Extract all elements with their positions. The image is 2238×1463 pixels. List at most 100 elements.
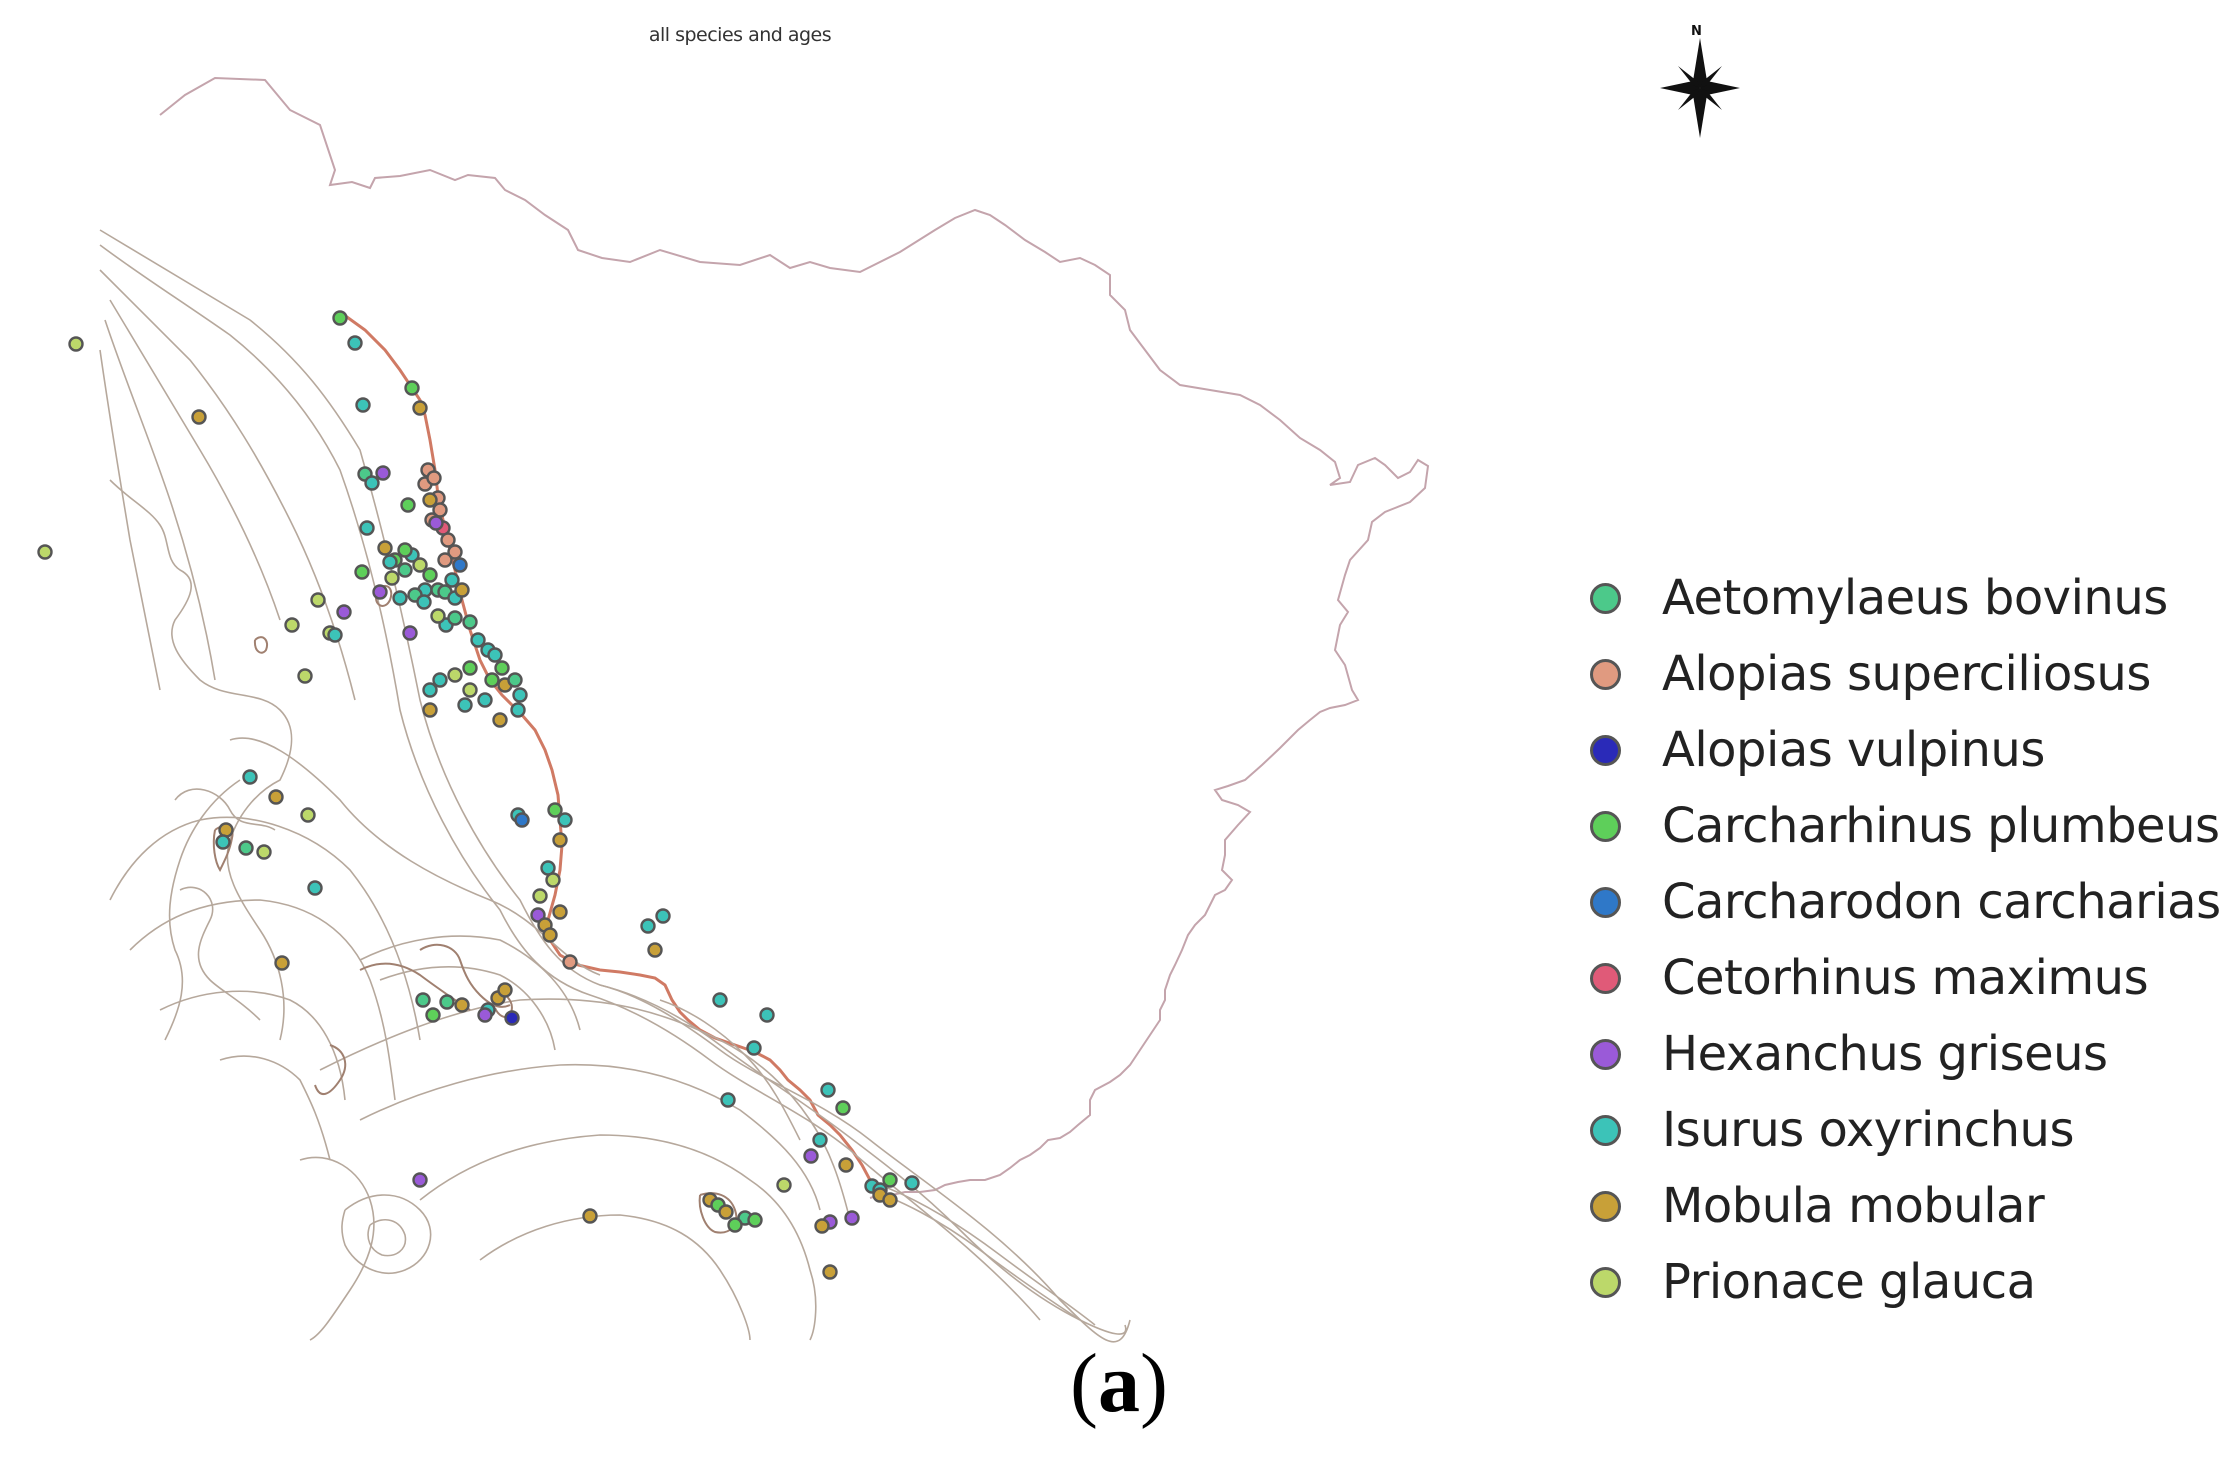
sighting-marker <box>640 918 656 934</box>
sighting-marker <box>904 1175 920 1191</box>
sighting-marker <box>310 592 326 608</box>
sighting-marker <box>430 608 446 624</box>
sighting-marker <box>447 544 463 560</box>
legend-item: Cetorhinus maximus <box>1590 940 2230 1016</box>
legend-swatch <box>1590 582 1621 614</box>
sighting-marker <box>746 1040 762 1056</box>
sighting-marker <box>400 497 416 513</box>
sighting-marker <box>477 692 493 708</box>
sighting-marker <box>432 672 448 688</box>
sighting-marker <box>497 982 513 998</box>
sighting-marker <box>582 1208 598 1224</box>
legend-swatch <box>1590 962 1621 994</box>
sighting-marker <box>242 769 258 785</box>
sighting-marker <box>882 1172 898 1188</box>
sighting-marker <box>447 667 463 683</box>
sighting-marker <box>822 1264 838 1280</box>
caption-close-paren: ) <box>1140 1337 1168 1430</box>
legend-label: Carcharodon carcharias <box>1662 874 2221 930</box>
sighting-marker <box>562 954 578 970</box>
sighting-marker <box>274 955 290 971</box>
caption-open-paren: ( <box>1070 1337 1098 1430</box>
sighting-marker <box>452 557 468 573</box>
sighting-marker <box>412 400 428 416</box>
sighting-marker <box>803 1148 819 1164</box>
sighting-marker <box>477 1007 493 1023</box>
sighting-marker <box>297 668 313 684</box>
legend-item: Alopias superciliosus <box>1590 636 2230 712</box>
sighting-marker <box>422 567 438 583</box>
sighting-marker <box>494 660 510 676</box>
sighting-marker <box>332 310 348 326</box>
sighting-marker <box>444 572 460 588</box>
sighting-marker <box>300 807 316 823</box>
sighting-marker <box>835 1100 851 1116</box>
sighting-marker <box>359 520 375 536</box>
legend-swatch <box>1590 1266 1621 1298</box>
sighting-marker <box>354 564 370 580</box>
legend-label: Isurus oxyrinchus <box>1662 1102 2074 1158</box>
sighting-marker <box>514 812 530 828</box>
sighting-marker <box>412 557 428 573</box>
sighting-marker <box>382 554 398 570</box>
sighting-marker <box>545 872 561 888</box>
region-boundary <box>159 76 1430 1199</box>
map-title: all species and ages <box>648 24 832 46</box>
sighting-marker <box>397 562 413 578</box>
sighting-marker <box>487 647 503 663</box>
sighting-marker <box>412 1172 428 1188</box>
sighting-points <box>37 310 920 1280</box>
north-arrow-icon <box>1660 38 1740 138</box>
sighting-marker <box>820 1082 836 1098</box>
sighting-marker <box>68 336 84 352</box>
sighting-marker <box>377 540 393 556</box>
legend-item: Hexanchus griseus <box>1590 1016 2230 1092</box>
sighting-marker <box>510 702 526 718</box>
sighting-marker <box>882 1192 898 1208</box>
sighting-marker <box>392 590 408 606</box>
sighting-marker <box>37 544 53 560</box>
sighting-marker <box>512 687 528 703</box>
sighting-marker <box>552 832 568 848</box>
sighting-marker <box>397 542 413 558</box>
sighting-marker <box>462 614 478 630</box>
legend-swatch <box>1590 1190 1621 1222</box>
sighting-marker <box>547 802 563 818</box>
sighting-marker <box>238 840 254 856</box>
sighting-marker <box>422 702 438 718</box>
sighting-marker <box>776 1177 792 1193</box>
sighting-marker <box>454 582 470 598</box>
sighting-marker <box>557 812 573 828</box>
sighting-marker <box>727 1217 743 1233</box>
legend-swatch <box>1590 658 1621 690</box>
sighting-marker <box>462 682 478 698</box>
sighting-marker <box>532 888 548 904</box>
sighting-marker <box>552 904 568 920</box>
sighting-marker <box>720 1092 736 1108</box>
legend-item: Carcharhinus plumbeus <box>1590 788 2230 864</box>
sighting-marker <box>375 465 391 481</box>
sighting-marker <box>542 927 558 943</box>
sighting-marker <box>437 552 453 568</box>
sighting-marker <box>812 1132 828 1148</box>
sighting-marker <box>759 1007 775 1023</box>
sighting-marker <box>372 584 388 600</box>
sighting-marker <box>364 475 380 491</box>
sighting-marker <box>712 992 728 1008</box>
legend-label: Carcharhinus plumbeus <box>1662 798 2220 854</box>
bathymetry-contours <box>99 229 1131 1343</box>
sighting-marker <box>492 712 508 728</box>
sighting-marker <box>454 997 470 1013</box>
sighting-marker <box>457 697 473 713</box>
sighting-marker <box>336 604 352 620</box>
figure-caption: (a) <box>0 1335 2238 1432</box>
sighting-marker <box>484 672 500 688</box>
sighting-marker <box>507 672 523 688</box>
sighting-marker <box>428 515 444 531</box>
caption-letter: a <box>1098 1337 1140 1430</box>
sighting-marker <box>347 335 363 351</box>
species-legend: Aetomylaeus bovinus Alopias superciliosus… <box>1590 560 2230 1320</box>
sighting-marker <box>355 397 371 413</box>
sighting-marker <box>191 409 207 425</box>
